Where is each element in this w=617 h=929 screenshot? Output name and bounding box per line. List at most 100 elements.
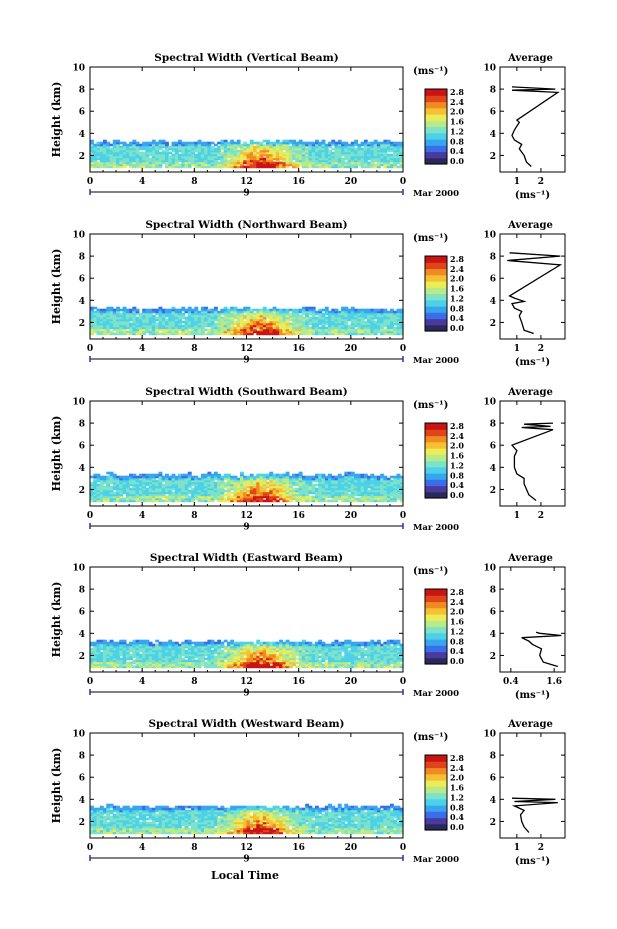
heatmap-cell (99, 651, 104, 655)
heatmap-cell (200, 663, 205, 667)
heatmap-cell (210, 318, 215, 322)
heatmap-cell (354, 483, 358, 487)
heatmap-cell (142, 639, 147, 643)
heatmap-cell (308, 330, 313, 334)
heatmap-cell (93, 649, 98, 653)
heatmap-cell (295, 475, 300, 479)
heatmap-cell (168, 491, 173, 495)
heatmap-cell (305, 487, 310, 491)
heatmap-cell (249, 495, 254, 499)
heatmap-cell (288, 649, 293, 653)
heatmap-cell (298, 491, 303, 495)
heatmap-cell (262, 473, 267, 477)
heatmap-cell (279, 497, 283, 501)
heatmap-cell (301, 328, 306, 332)
average-y-tick-label: 8 (490, 420, 496, 430)
heatmap-cell (272, 489, 277, 493)
heatmap-cell (282, 320, 287, 324)
heatmap-cell (138, 497, 143, 501)
heatmap-cell (109, 479, 114, 483)
heatmap-cell (240, 657, 244, 661)
heatmap-cell (191, 141, 195, 145)
heatmap-cell (197, 318, 202, 322)
heatmap-cell (331, 475, 336, 479)
heatmap-cell (109, 663, 114, 667)
heatmap-cell (246, 312, 251, 316)
heatmap-cell (187, 483, 192, 487)
heatmap-cell (295, 477, 300, 481)
heatmap-cell (191, 481, 195, 485)
heatmap-cell (129, 330, 133, 334)
heatmap-cell (191, 322, 195, 326)
heatmap-cell (337, 322, 342, 326)
heatmap-cell (210, 639, 215, 643)
heatmap-cell (99, 659, 104, 663)
heatmap-cell (292, 659, 296, 663)
heatmap-cell (148, 661, 153, 665)
heatmap-cell (321, 651, 326, 655)
heatmap-cell (103, 645, 107, 649)
heatmap-cell (194, 493, 199, 497)
heatmap-cell (321, 143, 326, 147)
heatmap-cell (256, 655, 261, 659)
heatmap-cell (399, 312, 404, 316)
heatmap-cell (125, 649, 130, 653)
heatmap-cell (171, 141, 176, 145)
heatmap-cell (370, 326, 375, 330)
heatmap-cell (236, 477, 241, 481)
heatmap-cell (109, 665, 114, 669)
heatmap-cell (181, 316, 186, 320)
heatmap-cell (305, 330, 310, 334)
heatmap-cell (259, 310, 264, 314)
heatmap-cell (151, 328, 156, 332)
heatmap-cell (240, 489, 244, 493)
heatmap-cell (285, 491, 290, 495)
heatmap-cell (344, 485, 349, 489)
heatmap-cell (168, 320, 173, 324)
heatmap-cell (171, 477, 176, 481)
heatmap-cell (210, 326, 215, 330)
heatmap-cell (288, 141, 293, 145)
heatmap-cell (315, 493, 319, 497)
heatmap-cell (138, 493, 143, 497)
heatmap-cell (240, 653, 244, 657)
heatmap-cell (223, 322, 228, 326)
heatmap-cell (174, 665, 179, 669)
colorbar-segment (425, 157, 447, 165)
heatmap-cell (282, 316, 287, 320)
heatmap-cell (220, 651, 225, 655)
heatmap-cell (357, 499, 362, 503)
heatmap-cell (99, 499, 104, 503)
colorbar-segment (425, 460, 447, 468)
heatmap-cell (191, 318, 195, 322)
heatmap-cell (308, 145, 313, 149)
heatmap-cell (386, 328, 391, 332)
heatmap-cell (262, 493, 267, 497)
heatmap-cell (315, 159, 319, 163)
heatmap-cell (155, 489, 160, 493)
heatmap-cell (184, 153, 189, 157)
heatmap-cell (119, 165, 124, 169)
heatmap-cell (311, 657, 316, 661)
heatmap-cell (122, 310, 127, 314)
heatmap-cell (200, 651, 205, 655)
heatmap-cell (106, 471, 111, 475)
heatmap-cell (138, 495, 143, 499)
heatmap-cell (240, 318, 244, 322)
heatmap-cell (269, 489, 274, 493)
heatmap-cell (354, 489, 358, 493)
heatmap-cell (226, 314, 231, 318)
heatmap-cell (226, 310, 231, 314)
heatmap-cell (285, 326, 290, 330)
heatmap-cell (249, 641, 254, 645)
heatmap-cell (396, 489, 401, 493)
heatmap-cell (341, 143, 345, 147)
heatmap-cell (256, 473, 261, 477)
heatmap-cell (142, 643, 147, 647)
heatmap-cell (334, 483, 339, 487)
heatmap-cell (135, 145, 140, 149)
heatmap-cell (184, 145, 189, 149)
heatmap-cell (93, 487, 98, 491)
heatmap-cell (181, 647, 186, 651)
heatmap-cell (236, 647, 241, 651)
